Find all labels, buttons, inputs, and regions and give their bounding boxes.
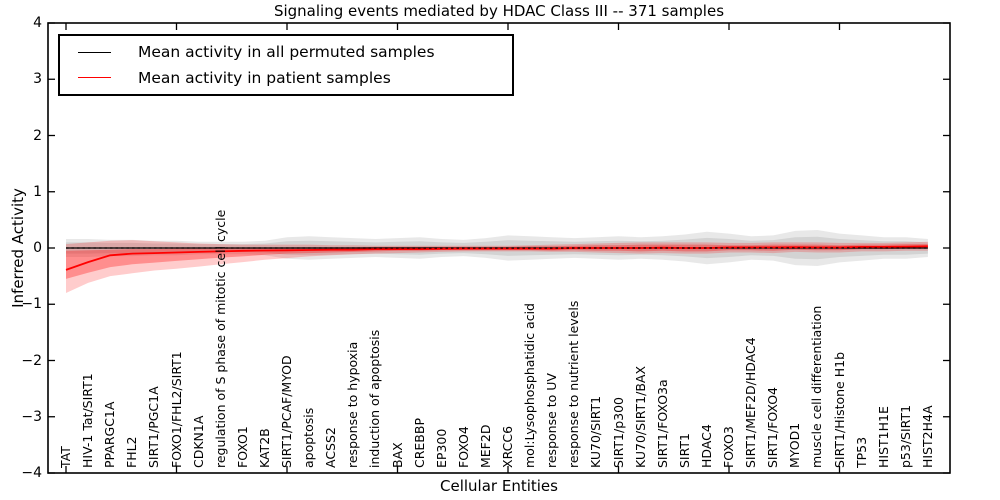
legend-item-permuted: Mean activity in all permuted samples	[60, 43, 512, 61]
legend: Mean activity in all permuted samples Me…	[58, 34, 514, 96]
x-category-label: SIRT1/MEF2D/HDAC4	[743, 337, 759, 468]
y-tick-label: 0	[33, 240, 42, 256]
patient-band-outer	[66, 240, 928, 293]
x-category-label: muscle cell differentiation	[809, 305, 825, 468]
x-category-label: HIST1H1E	[875, 406, 891, 468]
x-category-label: TAT	[58, 446, 73, 468]
x-category-label: mol:Lysophosphatidic acid	[522, 303, 538, 468]
y-tick-label: 4	[33, 15, 42, 31]
x-category-label: response to UV	[544, 373, 560, 468]
x-category-label: response to hypoxia	[345, 341, 361, 468]
x-category-label: FOXO1	[234, 426, 250, 468]
x-category-label: FHL2	[124, 436, 140, 468]
x-category-label: MYOD1	[787, 422, 803, 468]
x-category-label: induction of apoptosis	[367, 329, 383, 468]
plot-border	[47, 22, 951, 474]
x-category-label: MEF2D	[477, 424, 493, 468]
x-category-label: KU70/SIRT1	[588, 395, 604, 468]
x-category-label: FOXO3	[721, 426, 736, 468]
legend-item-patient: Mean activity in patient samples	[60, 69, 512, 87]
mean-lines	[65, 245, 928, 271]
permuted-line-swatch	[78, 51, 111, 53]
x-category-label: EP300	[433, 428, 449, 468]
x-category-label: regulation of S phase of mitotic cell cy…	[212, 209, 228, 468]
x-category-label: SIRT1/FOXO4	[765, 387, 781, 468]
y-tick-label: −4	[21, 465, 42, 481]
x-category-label: KU70/SIRT1/BAX	[632, 365, 648, 468]
x-category-label: TP53	[853, 436, 869, 468]
patient-line-swatch	[78, 77, 111, 79]
x-category-label: PPARGC1A	[102, 401, 118, 468]
patient-band-inner	[66, 244, 928, 279]
x-category-label: SIRT1/FOXO3a	[654, 379, 670, 468]
y-tick-label: 2	[33, 127, 42, 144]
x-category-label: KAT2B	[256, 428, 272, 468]
x-category-label: p53/SIRT1	[897, 404, 913, 468]
y-tick-label: −3	[21, 408, 42, 425]
x-category-label: HIV-1 Tat/SIRT1	[80, 373, 96, 468]
x-category-label: SIRT1/Histone H1b	[831, 351, 847, 468]
legend-label: Mean activity in all permuted samples	[138, 43, 435, 62]
x-category-label: FOXO4	[455, 426, 471, 468]
x-category-label: XRCC6	[500, 425, 515, 468]
x-category-label: HDAC4	[698, 424, 714, 468]
x-category-label: apoptosis	[301, 407, 317, 468]
x-axis-label: Cellular Entities	[440, 477, 558, 495]
x-category-label: SIRT1	[676, 433, 692, 468]
legend-label: Mean activity in patient samples	[138, 68, 391, 87]
y-tick-label: −1	[21, 296, 42, 313]
y-tick-label: −2	[21, 352, 42, 369]
x-category-label: BAX	[389, 442, 405, 468]
x-category-label: SIRT1/PGC1A	[146, 386, 162, 468]
x-category-label: HIST2H4A	[919, 405, 935, 468]
x-category-label: ACSS2	[323, 427, 339, 468]
x-category-label: SIRT1/p300	[610, 397, 626, 468]
x-category-label: CREBBP	[411, 418, 427, 468]
confidence-bands	[66, 230, 928, 293]
x-category-label: response to nutrient levels	[566, 300, 582, 468]
chart-title: Signaling events mediated by HDAC Class …	[273, 2, 725, 20]
y-tick-label: 1	[33, 183, 42, 200]
x-category-label: FOXO1/FHL2/SIRT1	[168, 351, 184, 468]
x-category-label: CDKN1A	[190, 415, 206, 468]
x-category-label: SIRT1/PCAF/MYOD	[279, 355, 294, 468]
y-tick-label: 3	[33, 71, 42, 88]
